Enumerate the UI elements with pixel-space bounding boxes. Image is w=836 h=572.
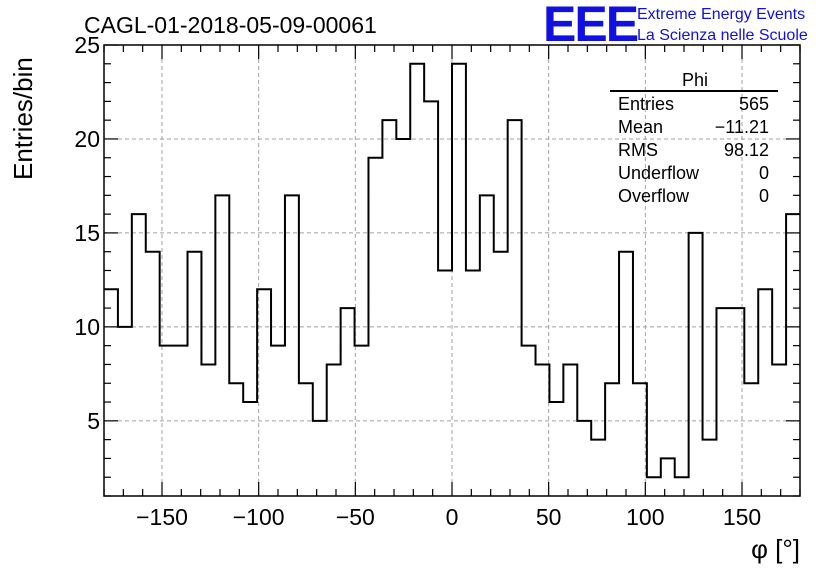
stats-row-value: 565 — [739, 94, 769, 114]
stats-box: Phi Entries 565 Mean −11.21 RMS 98.12 Underflo… — [610, 70, 778, 206]
histogram-outline — [104, 62, 800, 479]
stats-row-value: −11.21 — [715, 117, 769, 137]
y-tick-labels: 5 10 15 20 25 — [74, 32, 100, 434]
y-axis-label: Entries/bin — [8, 57, 38, 180]
x-tick-label: −50 — [336, 504, 375, 530]
x-axis-label: φ [°] — [751, 534, 800, 564]
eee-logo: EEE Extreme Energy Events La Scienza nel… — [543, 0, 808, 52]
stats-row-value: 0 — [759, 163, 769, 183]
stats-row-label: RMS — [618, 140, 658, 160]
stats-row-label: Underflow — [618, 163, 700, 183]
y-tick-label: 10 — [74, 314, 100, 340]
x-tick-label: −150 — [136, 504, 188, 530]
chart-title: CAGL-01-2018-05-09-00061 — [84, 12, 377, 38]
stats-row-label: Mean — [618, 117, 663, 137]
logo-mark: EEE — [543, 0, 638, 52]
x-tick-labels: −150 −100 −50 0 50 100 150 — [136, 504, 761, 530]
stats-title: Phi — [682, 70, 708, 90]
x-tick-label: −100 — [233, 504, 285, 530]
logo-line-1: Extreme Energy Events — [637, 6, 805, 23]
stats-row-label: Overflow — [618, 186, 690, 206]
x-tick-label: 100 — [626, 504, 664, 530]
y-tick-label: 15 — [74, 220, 100, 246]
stats-row-label: Entries — [618, 94, 674, 114]
stats-row-value: 0 — [759, 186, 769, 206]
x-tick-label: 150 — [723, 504, 761, 530]
y-tick-label: 20 — [74, 126, 100, 152]
x-tick-label: 50 — [536, 504, 562, 530]
y-tick-label: 5 — [87, 408, 100, 434]
stats-row-value: 98.12 — [724, 140, 769, 160]
y-tick-label: 25 — [74, 32, 100, 58]
logo-line-2: La Scienza nelle Scuole — [637, 27, 808, 44]
x-tick-label: 0 — [446, 504, 459, 530]
axis-ticks — [103, 44, 801, 497]
